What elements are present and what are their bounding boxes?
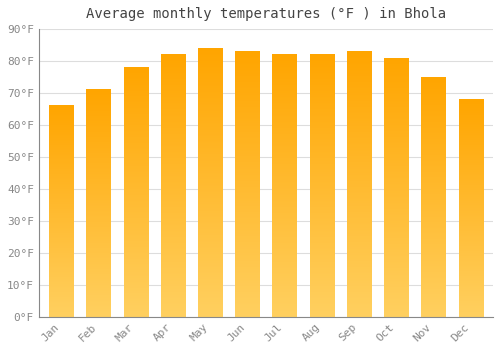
Title: Average monthly temperatures (°F ) in Bhola: Average monthly temperatures (°F ) in Bh… (86, 7, 446, 21)
